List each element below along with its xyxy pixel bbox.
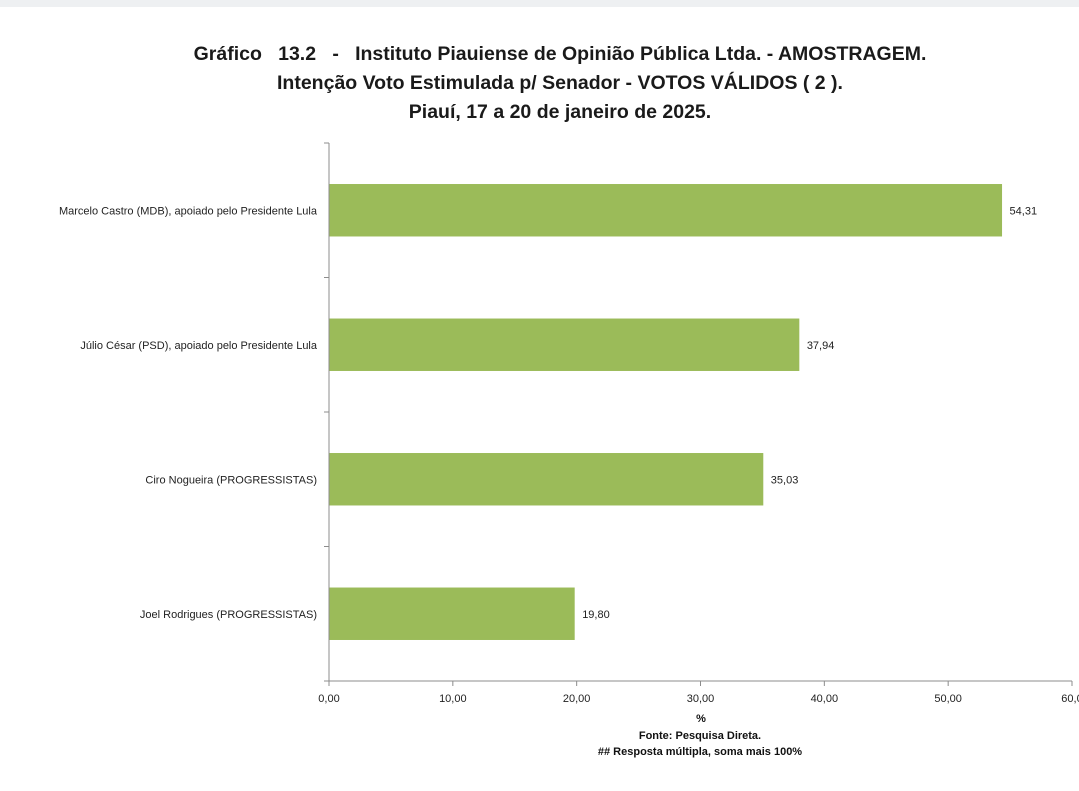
chart-notes: Fonte: Pesquisa Direta. ## Resposta múlt… [0,728,1079,760]
x-tick-label: 40,00 [811,693,839,705]
value-label: 54,31 [1010,205,1038,217]
bar [329,184,1003,237]
x-tick-label: 0,00 [318,693,339,705]
category-label: Júlio César (PSD), apoiado pelo Presiden… [80,340,318,352]
bar [329,318,800,371]
category-label: Joel Rodrigues (PROGRESSISTAS) [140,609,317,621]
x-tick-label: 30,00 [687,693,715,705]
bar [329,587,575,640]
x-tick-label: 60,0 [1061,693,1079,705]
value-label: 35,03 [771,474,799,486]
title-line-2: Intenção Voto Estimulada p/ Senador - VO… [277,72,843,94]
value-label: 37,94 [807,340,835,352]
category-label: Ciro Nogueira (PROGRESSISTAS) [145,474,317,486]
source-note: Fonte: Pesquisa Direta. [638,730,762,742]
value-label: 19,80 [582,609,610,621]
bar [329,453,764,506]
x-tick-label: 10,00 [439,693,467,705]
x-axis-label: % [696,713,706,725]
x-tick-label: 50,00 [934,693,962,705]
x-tick-label: 20,00 [563,693,591,705]
category-label: Marcelo Castro (MDB), apoiado pelo Presi… [59,205,318,217]
top-strip [0,0,1079,7]
multiple-response-note: ## Resposta múltipla, soma mais 100% [597,746,803,758]
chart-title: Gráfico 13.2 - Instituto Piauiense de Op… [0,40,1079,127]
title-line-1: Gráfico 13.2 - Instituto Piauiense de Op… [193,43,927,65]
title-line-3: Piauí, 17 a 20 de janeiro de 2025. [408,101,712,123]
